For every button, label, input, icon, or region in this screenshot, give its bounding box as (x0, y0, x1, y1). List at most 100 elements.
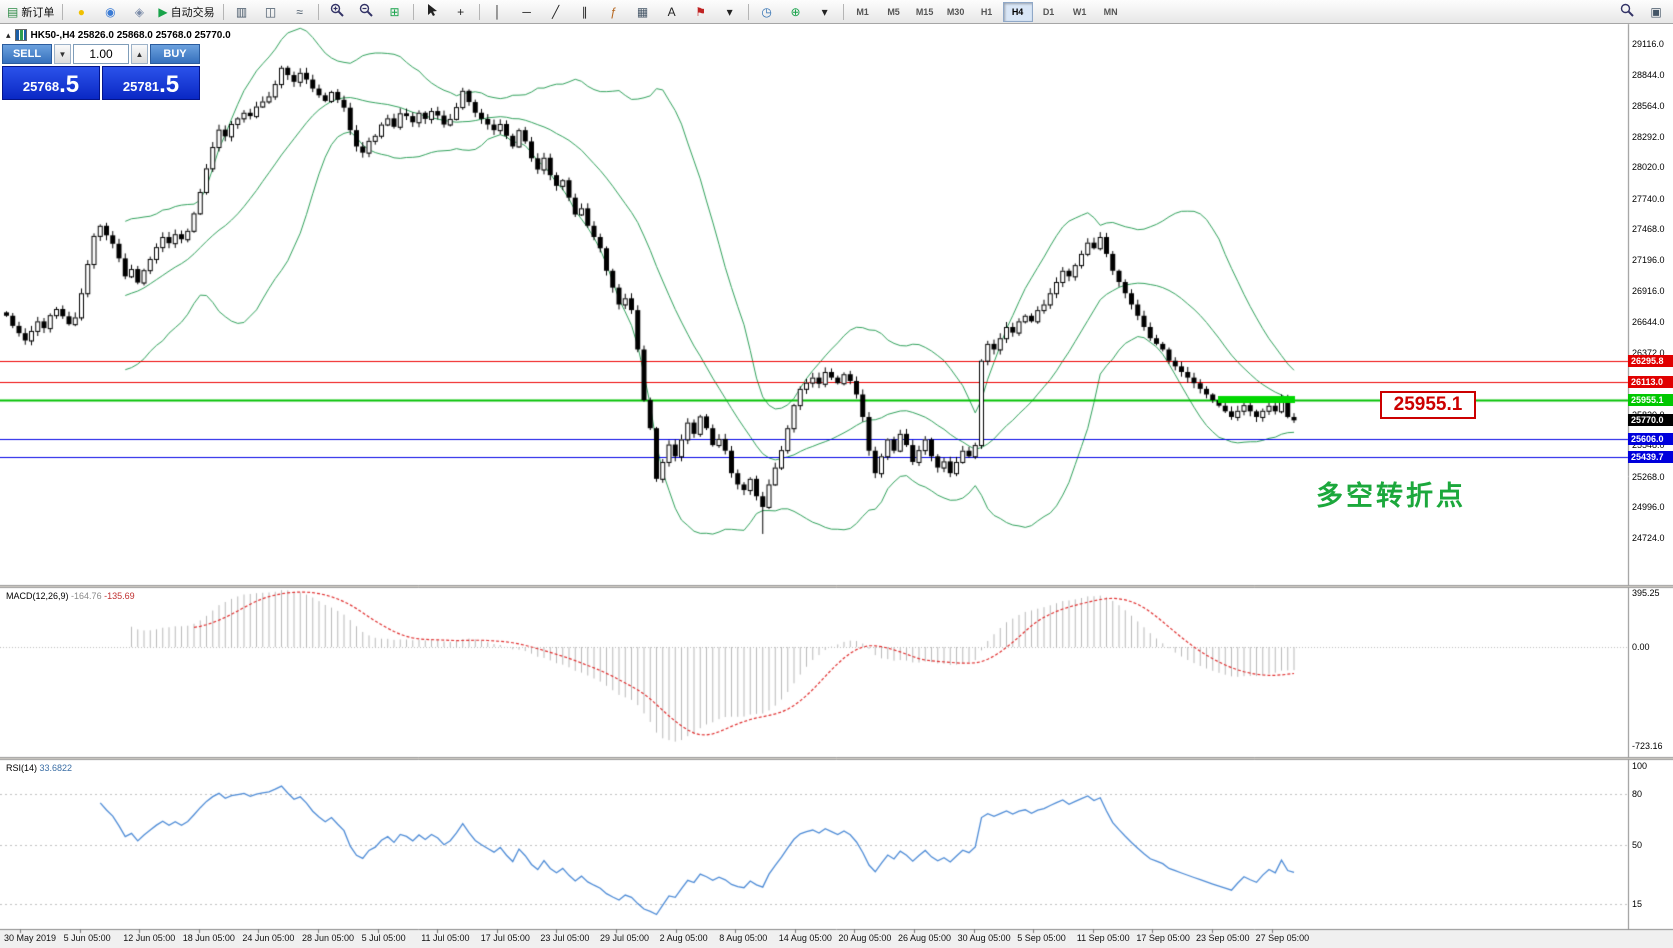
time-axis-label: 17 Sep 05:00 (1136, 933, 1190, 943)
rsi-label: RSI(14) 33.6822 (6, 763, 73, 773)
price-scale-label: 29116.0 (1632, 39, 1664, 50)
volume-down-button[interactable]: ▼ (54, 44, 71, 64)
text-icon: A (667, 4, 676, 19)
time-axis-label: 23 Jul 05:00 (540, 933, 590, 943)
time-axis-label: 23 Sep 05:00 (1196, 933, 1250, 943)
chart-line-icon[interactable]: ≈ (286, 1, 314, 23)
time-axis-label: 20 Aug 05:00 (838, 933, 892, 943)
timeframe-button-mn[interactable]: MN (1103, 6, 1118, 17)
trendline-icon: ╱ (551, 4, 560, 19)
price-scale-label: 26372.0 (1632, 347, 1665, 358)
time-axis-label: 27 Sep 05:00 (1255, 933, 1310, 943)
volume-input[interactable]: 1.00 (73, 44, 129, 64)
idea-icon[interactable]: ● (67, 1, 95, 23)
vertical-line-icon[interactable]: │ (484, 1, 512, 23)
price-level-badge: 25606.0 (1628, 432, 1673, 445)
zoom-out-icon[interactable] (352, 1, 380, 23)
time-axis-label: 12 Jun 05:00 (123, 933, 176, 943)
toolbar-separator (317, 3, 319, 20)
price-level-badge: 26113.0 (1628, 375, 1673, 388)
autotrading-button[interactable]: ▶ 自动交易 (154, 1, 218, 23)
chart-bars-icon: ▥ (235, 4, 248, 19)
charts-list-icon[interactable]: ▣ (1642, 1, 1670, 23)
clock-icon[interactable]: ◷ (753, 1, 781, 23)
news-icon: ◈ (134, 4, 144, 19)
channel-icon[interactable]: ∥ (571, 1, 599, 23)
time-axis-label: 8 Aug 05:00 (719, 933, 768, 943)
buy-button[interactable]: BUY (150, 44, 200, 64)
arrow-tools-icon: ⚑ (695, 4, 706, 19)
sell-button[interactable]: SELL (2, 44, 52, 64)
price-scale-label: 24724.0 (1632, 532, 1665, 543)
tile-windows-icon: ⊞ (389, 4, 400, 19)
horizontal-line-icon[interactable]: ─ (513, 1, 541, 23)
tools-dropdown-icon[interactable]: ▾ (716, 1, 744, 23)
arrow-tools-icon[interactable]: ⚑ (687, 1, 715, 23)
chart-bars-icon[interactable]: ▥ (228, 1, 256, 23)
macd-scale-label: 0.00 (1632, 642, 1650, 652)
toolbar-separator (478, 3, 480, 20)
timeframe-button-w1[interactable]: W1 (1072, 6, 1087, 17)
time-axis-label: 5 Jun 05:00 (63, 933, 111, 943)
chart-candles-icon[interactable]: ◫ (257, 1, 285, 23)
timeframe-button-d1[interactable]: D1 (1042, 6, 1055, 17)
rsi-scale-label: 100 (1632, 761, 1648, 771)
crosshair-icon[interactable]: + (447, 1, 475, 23)
cursor-icon[interactable] (418, 1, 446, 23)
price-scale[interactable]: 29116.0 28844.0 28564.0 28292.0 28020.0 27740… (1628, 24, 1673, 929)
channel-icon: ∥ (581, 4, 588, 19)
vertical-line-icon: │ (493, 4, 502, 19)
chart-title-row: ▴ HK50-,H4 25826.0 25868.0 25768.0 25770… (6, 29, 231, 41)
fibonacci-icon: ƒ (610, 4, 617, 19)
timeframe-button-m5[interactable]: M5 (887, 6, 900, 17)
toolbar-separator (222, 3, 224, 20)
time-axis-label: 30 May 2019 (4, 933, 57, 943)
chart-symbol-icon (14, 29, 27, 41)
rsi-scale-label: 80 (1632, 788, 1643, 799)
indicators-icon[interactable]: ⊕ (782, 1, 810, 23)
ask-price: 25781 (122, 79, 160, 94)
shapes-icon[interactable]: ▦ (629, 1, 657, 23)
time-axis-label: 17 Jul 05:00 (480, 933, 530, 943)
trendline-icon[interactable]: ╱ (542, 1, 570, 23)
search-icon (1620, 3, 1634, 20)
horizontal-line-icon: ─ (522, 4, 531, 19)
tools-dropdown-icon: ▾ (726, 4, 733, 19)
zoom-out-icon (359, 3, 373, 20)
time-axis[interactable]: 30 May 2019 5 Jun 05:00 12 Jun 05:00 18 Jun… (0, 929, 1673, 948)
bid-price: 25768 (22, 79, 60, 94)
search-icon[interactable] (1613, 1, 1641, 23)
toolbar-separator (62, 3, 64, 20)
fibonacci-icon[interactable]: ƒ (600, 1, 628, 23)
timeframe-button-h4[interactable]: H4 (1002, 1, 1033, 22)
macd-scale-label: 395.25 (1632, 588, 1660, 598)
sell-price-panel[interactable]: 25768.5 (2, 66, 100, 100)
toolbar-separator (842, 3, 844, 20)
timeframe-button-h1[interactable]: H1 (980, 6, 993, 17)
news-icon[interactable]: ◈ (125, 1, 153, 23)
profile-icon[interactable]: ◉ (96, 1, 124, 23)
time-axis-label: 11 Sep 05:00 (1076, 933, 1130, 943)
profile-icon: ◉ (105, 4, 116, 19)
buy-price-panel[interactable]: 25781.5 (102, 66, 200, 100)
ask-price-pips: .5 (159, 71, 180, 98)
toolbar: ▤ 新订单 ● ◉ ◈ ▶ 自动交易 ▥ ◫ ≈ ⊞ + │ ─ ╱ ∥ ƒ ▦ A ⚑ ▾ ◷ ⊕ ▾ M1 M5 M15 M30 H… (0, 0, 1673, 24)
new-order-button-label: 新订单 (21, 6, 55, 19)
timeframe-button-m1[interactable]: M1 (856, 6, 869, 17)
zoom-in-icon[interactable] (323, 1, 351, 23)
timeframe-button-m15[interactable]: M15 (915, 6, 934, 17)
indicators-dropdown-icon[interactable]: ▾ (811, 1, 839, 23)
timeframe-button-m30[interactable]: M30 (946, 6, 965, 17)
time-axis-label: 5 Jul 05:00 (361, 933, 406, 943)
price-scale-label: 28292.0 (1632, 131, 1665, 142)
volume-up-button[interactable]: ▲ (131, 44, 148, 64)
indicators-dropdown-icon: ▾ (821, 4, 828, 19)
time-axis-label: 28 Jun 05:00 (302, 933, 355, 943)
price-scale-label: 24996.0 (1632, 502, 1665, 513)
tile-windows-icon[interactable]: ⊞ (381, 1, 409, 23)
oneclick-collapse-icon[interactable]: ▴ (6, 29, 11, 40)
text-icon[interactable]: A (658, 1, 686, 23)
new-order-button[interactable]: ▤ 新订单 (3, 1, 58, 23)
